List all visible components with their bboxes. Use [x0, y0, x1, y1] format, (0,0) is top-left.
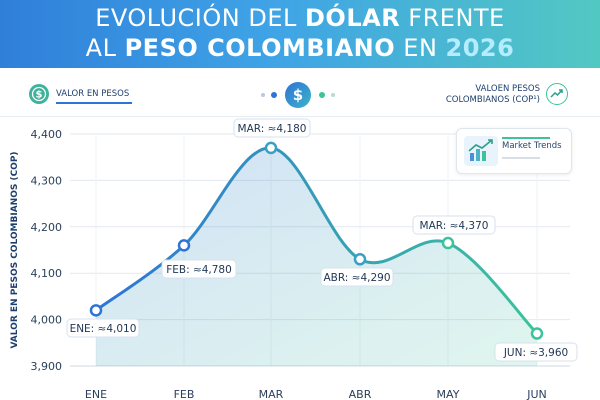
title-part: EVOLUCIÓN DEL [95, 4, 305, 32]
title-year: 2026 [445, 34, 515, 62]
bar-chart-icon [464, 136, 498, 166]
data-label: FEB: ≈4,780 [166, 264, 232, 276]
data-point [89, 304, 103, 317]
area-fill [96, 147, 537, 366]
data-label: ABR: ≈4,290 [323, 272, 390, 284]
x-tick-label: MAR [259, 388, 284, 400]
data-point [441, 236, 455, 250]
data-point [530, 327, 544, 340]
dollar-circle-icon: $ [29, 84, 49, 104]
svg-text:$: $ [293, 86, 303, 104]
data-label-box [161, 259, 237, 279]
title-line-1: EVOLUCIÓN DEL DÓLAR FRENTE [0, 4, 600, 32]
data-label: MAR: ≈4,370 [420, 220, 489, 232]
y-tick-label: 3,900 [31, 360, 63, 373]
title-part: FRENTE [400, 4, 505, 32]
trend-arrow-icon [546, 83, 568, 105]
x-tick-label: ENE [85, 388, 107, 400]
legend-divider [0, 116, 600, 117]
data-label-box [412, 215, 496, 235]
legend-right-label: VALOEN PESOS COLOMBIANOS (COP¹) [434, 84, 540, 106]
data-label: MAR: ≈4,180 [238, 123, 307, 135]
legend-dot [271, 92, 277, 98]
svg-text:$: $ [36, 90, 43, 101]
card-placeholder-bar [502, 157, 540, 159]
header-banner: EVOLUCIÓN DEL DÓLAR FRENTE AL PESO COLOM… [0, 0, 600, 68]
legend-left-underline [56, 102, 132, 104]
data-point [353, 253, 367, 266]
card-accent-bar [502, 137, 550, 139]
x-tick-label: JUN [526, 388, 547, 400]
y-axis-label: VALOR EN PESOS COLOMBIANOS (COP) [10, 151, 20, 348]
legend-dot [331, 93, 335, 97]
title-part-bold: PESO COLOMBIANO [124, 34, 396, 62]
legend-right-text-2: COLOMBIANOS (COP¹) [445, 95, 540, 105]
data-point [264, 141, 278, 155]
title-line-2: AL PESO COLOMBIANO EN 2026 [0, 34, 600, 62]
title-part: AL [85, 34, 125, 62]
legend-bar: $ VALOR EN PESOS $ VALOEN PESOS COLOMBIA… [0, 76, 600, 116]
y-tick-label: 4,300 [31, 174, 63, 187]
market-trends-card: Market Trends [456, 128, 572, 174]
legend-left-label: VALOR EN PESOS [56, 89, 132, 104]
data-label-box [233, 118, 311, 138]
data-label-box [494, 342, 578, 362]
data-label-box [66, 318, 140, 338]
data-label: JUN: ≈3,960 [503, 347, 568, 359]
dollar-circle-icon: $ [285, 82, 311, 108]
y-tick-label: 4,200 [31, 221, 63, 234]
title-part: EN [395, 34, 446, 62]
market-trends-label: Market Trends [502, 141, 562, 151]
legend-dot [261, 93, 265, 97]
data-point [177, 239, 191, 252]
y-tick-label: 4,100 [31, 267, 63, 280]
x-tick-label: ABR [349, 388, 372, 400]
data-label-box [320, 267, 394, 287]
x-tick-label: MAY [437, 388, 460, 400]
y-tick-label: 4,000 [31, 314, 63, 327]
data-label: ENE: ≈4,010 [70, 323, 137, 335]
legend-dot [319, 92, 325, 98]
legend-right-text-1: VALOEN PESOS [475, 84, 540, 94]
y-tick-label: 4,400 [31, 128, 63, 141]
title-part-bold: DÓLAR [305, 4, 401, 32]
legend-left-text: VALOR EN PESOS [56, 89, 130, 99]
x-tick-label: FEB [174, 388, 195, 400]
